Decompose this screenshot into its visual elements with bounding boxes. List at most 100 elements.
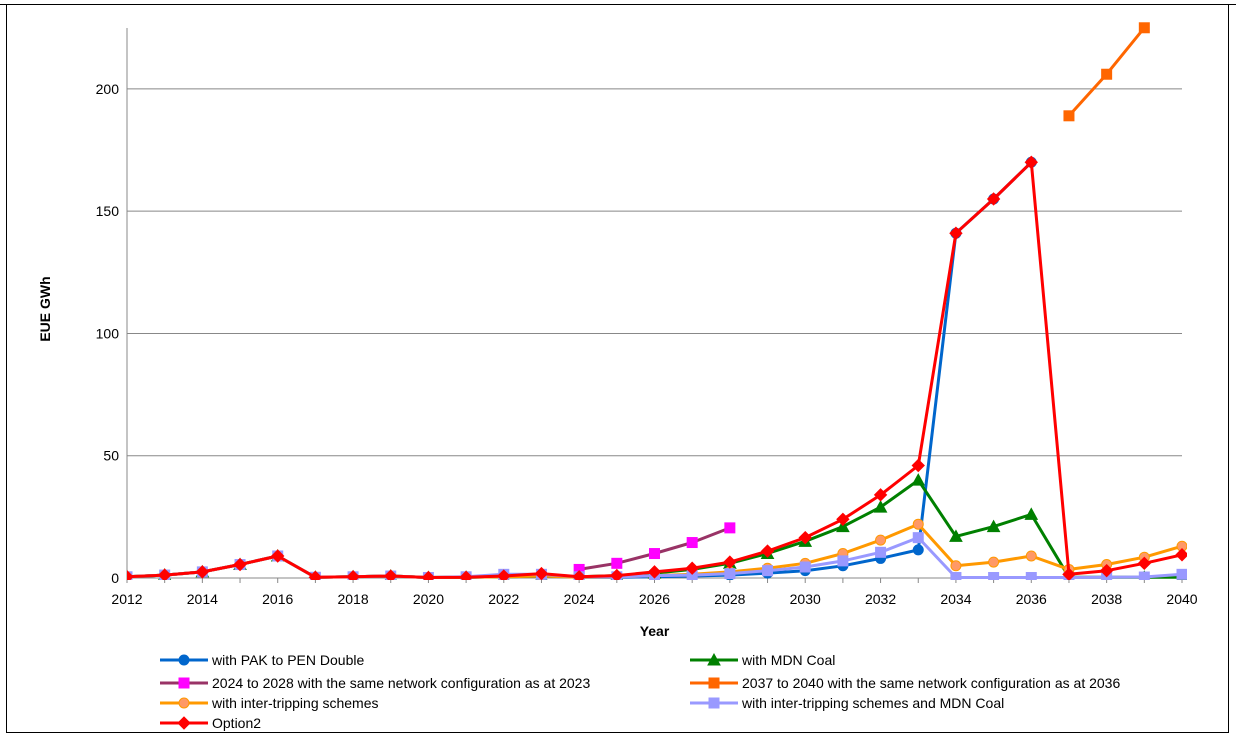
data-point xyxy=(988,572,1000,580)
y-tick-label: 0 xyxy=(111,570,119,586)
series-line-6 xyxy=(127,160,1183,579)
series-0 xyxy=(127,156,1037,580)
legend-label: with inter-tripping schemes and MDN Coal xyxy=(741,695,1004,711)
x-tick-label: 2032 xyxy=(865,591,896,607)
legend-marker xyxy=(708,697,720,709)
y-tick-label: 200 xyxy=(96,81,120,97)
data-point xyxy=(873,488,888,502)
data-point xyxy=(912,518,924,530)
data-point xyxy=(912,532,924,544)
x-tick-label: 2022 xyxy=(488,591,519,607)
data-point xyxy=(988,556,1000,568)
data-point xyxy=(798,530,812,545)
series-6 xyxy=(127,155,1187,580)
legend-item: with MDN Coal xyxy=(690,652,835,668)
x-tick-label: 2020 xyxy=(413,591,444,607)
data-point xyxy=(724,522,736,534)
legend-marker xyxy=(707,652,721,666)
x-tick-label: 2012 xyxy=(111,591,142,607)
legend-item: with inter-tripping schemes and MDN Coal xyxy=(690,695,1004,711)
chart-frame xyxy=(6,4,1229,733)
legend-label: with PAK to PEN Double xyxy=(211,652,364,668)
data-point xyxy=(1175,548,1187,562)
legend-marker xyxy=(177,716,191,730)
data-point xyxy=(1063,110,1075,122)
data-point xyxy=(649,548,660,560)
data-point xyxy=(949,226,963,240)
legend-marker xyxy=(178,677,190,689)
legend-item: with PAK to PEN Double xyxy=(160,652,364,668)
data-point xyxy=(308,570,323,580)
axes xyxy=(126,28,1183,583)
y-tick-label: 150 xyxy=(96,203,120,219)
data-point xyxy=(271,549,285,563)
x-tick-label: 2034 xyxy=(940,591,971,607)
data-point xyxy=(873,500,888,513)
data-point xyxy=(950,560,962,572)
data-point xyxy=(1025,572,1037,580)
data-point xyxy=(346,570,360,580)
data-point xyxy=(1137,556,1152,571)
legend-item: Option2 xyxy=(160,715,261,731)
data-point xyxy=(837,555,849,567)
data-point xyxy=(459,570,473,580)
y-axis-label: EUE GWh xyxy=(37,276,53,341)
data-point xyxy=(127,570,134,580)
legend-marker xyxy=(178,654,190,666)
data-point xyxy=(534,566,549,580)
data-point xyxy=(875,546,887,558)
legend-item: 2024 to 2028 with the same network confi… xyxy=(160,675,590,691)
legend-marker xyxy=(708,677,720,689)
x-tick-label: 2016 xyxy=(262,591,293,607)
data-point xyxy=(611,557,623,569)
legend: with PAK to PEN Double with MDN Coal 2024 … xyxy=(160,652,1120,731)
x-tick-label: 2026 xyxy=(639,591,670,607)
data-point xyxy=(1062,567,1076,580)
data-point xyxy=(986,519,1001,533)
series-2 xyxy=(573,522,736,575)
x-tick-label: 2038 xyxy=(1091,591,1122,607)
data-point xyxy=(1024,507,1039,520)
data-point xyxy=(1101,68,1113,80)
data-point xyxy=(911,458,925,473)
data-point xyxy=(233,557,247,572)
data-point xyxy=(875,534,887,546)
series-line-0 xyxy=(127,161,1033,579)
tick-labels: 0 50 100 150 200 2012 2014 2016 2018 2020 2022 2024… xyxy=(96,81,1198,607)
data-point xyxy=(421,570,436,580)
data-point xyxy=(949,529,963,542)
data-point xyxy=(572,570,586,580)
data-point xyxy=(647,565,662,579)
data-point xyxy=(1138,571,1150,580)
data-point xyxy=(950,572,962,580)
data-point xyxy=(1176,568,1187,580)
legend-label: with MDN Coal xyxy=(741,652,835,668)
data-point xyxy=(497,569,511,580)
x-axis-label: Year xyxy=(640,623,670,639)
data-point xyxy=(760,544,775,558)
x-tick-label: 2036 xyxy=(1016,591,1047,607)
series-line-1 xyxy=(127,478,1182,579)
x-tick-label: 2014 xyxy=(187,591,218,607)
data-point xyxy=(762,565,774,577)
gridlines xyxy=(127,88,1182,457)
x-tick-label: 2030 xyxy=(790,591,821,607)
data-point xyxy=(912,544,924,556)
data-point xyxy=(1024,155,1038,169)
data-point xyxy=(195,565,210,579)
legend-label: 2024 to 2028 with the same network confi… xyxy=(212,675,590,691)
x-tick-label: 2024 xyxy=(564,591,595,607)
data-point xyxy=(685,561,699,575)
data-point xyxy=(911,473,926,486)
y-tick-label: 100 xyxy=(96,325,120,341)
legend-item: with inter-tripping schemes xyxy=(160,695,379,711)
data-point xyxy=(1099,563,1114,578)
data-point xyxy=(836,512,850,527)
data-point xyxy=(384,569,398,580)
data-point xyxy=(686,537,698,549)
data-point xyxy=(157,568,172,580)
data-point xyxy=(836,519,850,533)
data-point xyxy=(1025,550,1037,562)
series-group xyxy=(127,22,1187,580)
